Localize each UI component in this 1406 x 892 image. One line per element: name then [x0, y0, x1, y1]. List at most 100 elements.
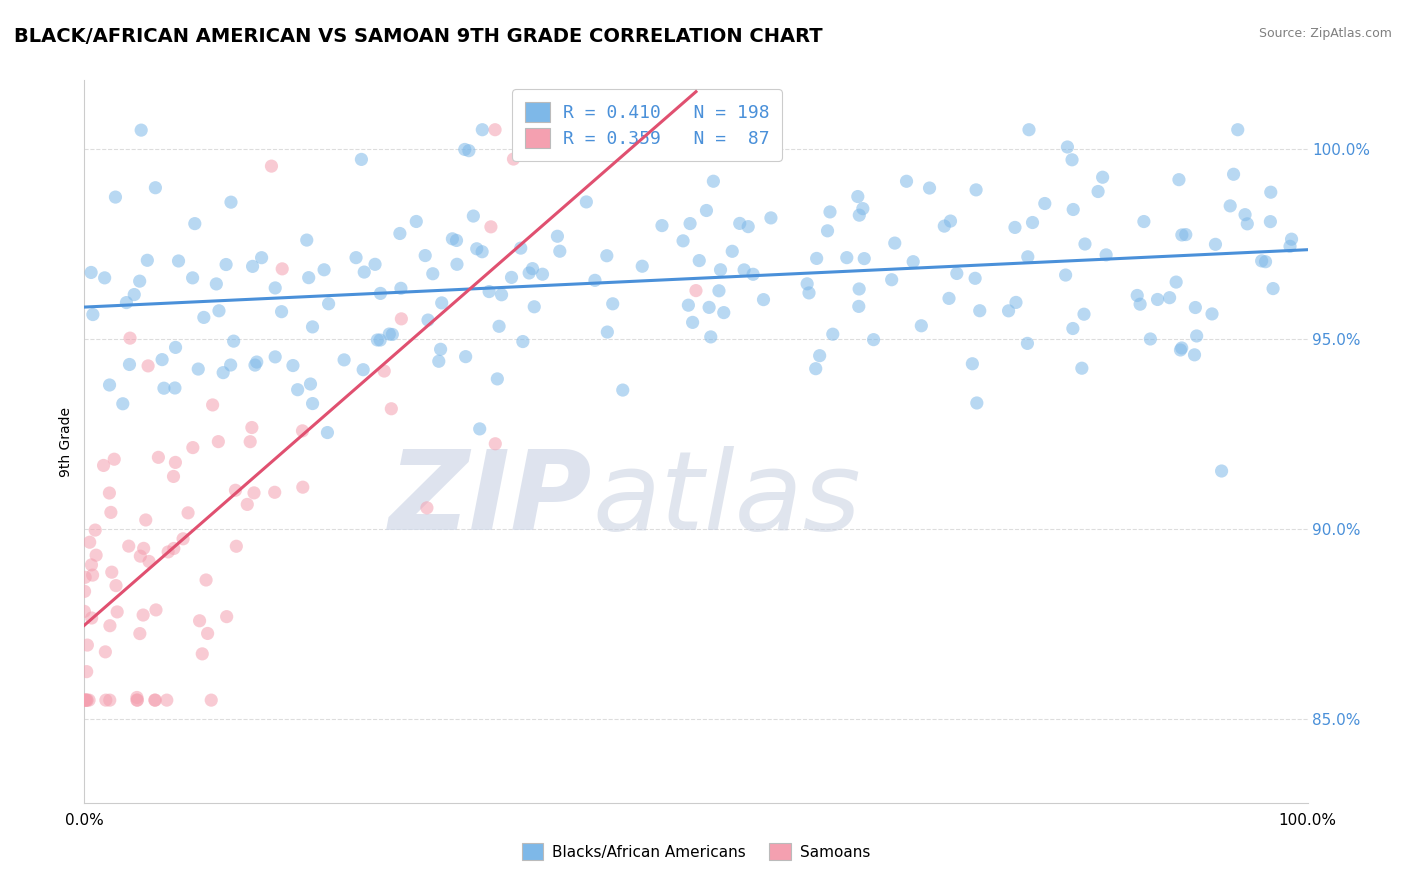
Point	[896, 174, 918, 188]
Point	[695, 203, 717, 218]
Point	[165, 340, 187, 354]
Point	[193, 310, 215, 325]
Point	[602, 297, 624, 311]
Point	[1211, 464, 1233, 478]
Point	[688, 253, 710, 268]
Point	[93, 458, 115, 473]
Point	[143, 693, 166, 707]
Point	[111, 397, 134, 411]
Point	[1254, 254, 1277, 268]
Point	[962, 357, 984, 371]
Point	[344, 251, 367, 265]
Y-axis label: 9th Grade: 9th Grade	[59, 407, 73, 476]
Point	[910, 318, 932, 333]
Point	[1062, 202, 1084, 217]
Point	[484, 436, 506, 450]
Point	[1018, 122, 1040, 136]
Text: BLACK/AFRICAN AMERICAN VS SAMOAN 9TH GRADE CORRELATION CHART: BLACK/AFRICAN AMERICAN VS SAMOAN 9TH GRA…	[14, 27, 823, 45]
Point	[742, 267, 765, 281]
Point	[728, 216, 751, 230]
Point	[187, 362, 209, 376]
Point	[1091, 170, 1114, 185]
Point	[76, 638, 98, 652]
Point	[517, 133, 540, 147]
Point	[512, 334, 534, 349]
Point	[208, 303, 231, 318]
Point	[596, 249, 619, 263]
Point	[264, 350, 287, 364]
Point	[883, 236, 905, 251]
Point	[1054, 268, 1077, 282]
Point	[239, 434, 262, 449]
Point	[205, 277, 228, 291]
Point	[1017, 336, 1039, 351]
Point	[103, 452, 125, 467]
Point	[80, 558, 103, 572]
Point	[104, 190, 127, 204]
Point	[806, 252, 828, 266]
Point	[219, 358, 242, 372]
Point	[1087, 185, 1109, 199]
Point	[73, 693, 96, 707]
Point	[939, 214, 962, 228]
Point	[388, 227, 411, 241]
Point	[181, 441, 204, 455]
Point	[373, 364, 395, 378]
Point	[965, 183, 987, 197]
Point	[1236, 217, 1258, 231]
Text: atlas: atlas	[592, 446, 860, 553]
Point	[821, 327, 844, 342]
Point	[200, 693, 222, 707]
Point	[1260, 214, 1282, 228]
Point	[128, 626, 150, 640]
Point	[651, 219, 673, 233]
Point	[1174, 227, 1197, 242]
Point	[1204, 237, 1226, 252]
Point	[98, 486, 121, 500]
Point	[716, 143, 738, 157]
Point	[523, 300, 546, 314]
Point	[84, 548, 107, 562]
Point	[478, 285, 501, 299]
Point	[94, 693, 117, 707]
Point	[132, 608, 155, 623]
Point	[1171, 227, 1194, 242]
Point	[191, 647, 214, 661]
Point	[240, 420, 263, 434]
Point	[177, 506, 200, 520]
Point	[350, 153, 373, 167]
Point	[1201, 307, 1223, 321]
Point	[125, 690, 148, 705]
Text: Source: ZipAtlas.com: Source: ZipAtlas.com	[1258, 27, 1392, 40]
Point	[454, 350, 477, 364]
Point	[163, 381, 186, 395]
Point	[733, 263, 755, 277]
Point	[853, 252, 876, 266]
Point	[201, 398, 224, 412]
Point	[422, 267, 444, 281]
Point	[1074, 237, 1097, 252]
Point	[215, 258, 238, 272]
Point	[381, 327, 404, 342]
Point	[118, 331, 141, 345]
Point	[631, 259, 654, 273]
Point	[759, 211, 782, 225]
Point	[848, 299, 870, 313]
Text: ZIP: ZIP	[388, 446, 592, 553]
Point	[1219, 199, 1241, 213]
Point	[1133, 214, 1156, 228]
Point	[846, 189, 869, 203]
Point	[1261, 282, 1284, 296]
Point	[75, 693, 97, 707]
Point	[446, 257, 468, 271]
Point	[918, 181, 941, 195]
Point	[1004, 220, 1026, 235]
Point	[263, 485, 285, 500]
Point	[454, 143, 477, 157]
Point	[938, 292, 960, 306]
Point	[1070, 361, 1092, 376]
Point	[184, 217, 207, 231]
Point	[98, 618, 121, 632]
Point	[301, 319, 323, 334]
Point	[222, 334, 245, 348]
